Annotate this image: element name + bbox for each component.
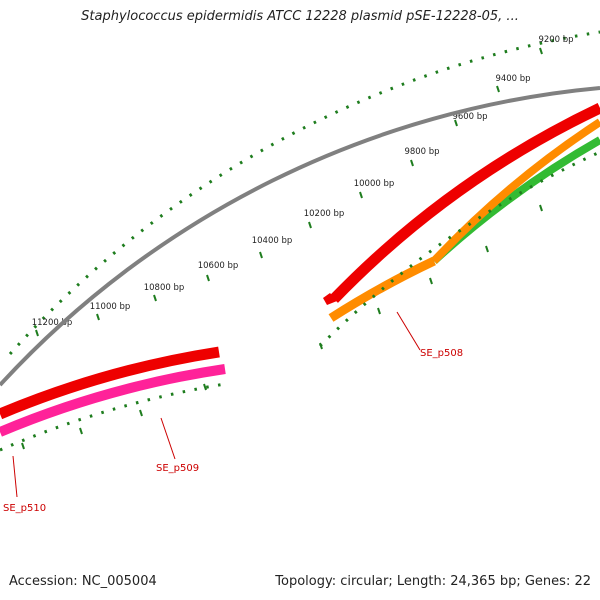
gene-label-leaders bbox=[12, 311, 421, 498]
major-tick bbox=[259, 251, 263, 259]
accession-text: Accession: NC_005004 bbox=[9, 574, 157, 589]
map-summary-text: Topology: circular; Length: 24,365 bp; G… bbox=[275, 574, 591, 589]
inner-major-ticks bbox=[21, 204, 543, 450]
major-tick bbox=[410, 159, 414, 167]
major-tick bbox=[539, 47, 543, 55]
gene-label: SE_p510 bbox=[3, 503, 46, 514]
inner-tick-ring bbox=[0, 150, 600, 452]
tick-label: 10000 bp bbox=[354, 179, 395, 189]
leader-se-p510 bbox=[12, 455, 18, 498]
major-tick bbox=[206, 274, 210, 282]
reverse-strand-genes bbox=[0, 118, 600, 437]
gene-orange-tail bbox=[431, 118, 600, 264]
inner-major-tick bbox=[429, 277, 433, 285]
outer-tick-dots bbox=[8, 30, 600, 355]
gene-label: SE_p508 bbox=[420, 348, 463, 359]
tick-label: 10400 bp bbox=[252, 236, 293, 246]
inner-tick-dots-right bbox=[318, 150, 600, 348]
major-tick bbox=[496, 85, 500, 93]
major-tick bbox=[153, 294, 157, 302]
gene-red-arrowhead bbox=[323, 293, 337, 305]
tick-label: 9600 bp bbox=[452, 112, 487, 122]
outer-tick-ring: 9200 bp 9400 bp 9600 bp 9800 bp 10000 bp 1020… bbox=[8, 30, 600, 355]
tick-label: 9800 bp bbox=[404, 147, 439, 157]
inner-major-tick bbox=[377, 307, 381, 315]
major-tick bbox=[308, 221, 312, 229]
backbone-circle bbox=[0, 86, 600, 387]
forward-strand-genes bbox=[0, 103, 600, 420]
tick-label: 10600 bp bbox=[198, 261, 239, 271]
major-ticks bbox=[35, 47, 543, 337]
inner-major-tick bbox=[79, 427, 83, 435]
map-title: Staphylococcus epidermidis ATCC 12228 pl… bbox=[81, 9, 519, 24]
leader-se-p509 bbox=[160, 417, 176, 460]
major-tick bbox=[359, 191, 363, 199]
tick-label: 11000 bp bbox=[90, 302, 131, 312]
inner-major-tick bbox=[539, 204, 543, 212]
gene-red-right bbox=[330, 103, 600, 303]
inner-major-tick bbox=[203, 383, 207, 391]
inner-major-tick bbox=[139, 409, 143, 417]
gene-label: SE_p509 bbox=[156, 463, 199, 474]
major-tick bbox=[96, 313, 100, 321]
tick-label: 11200 bp bbox=[32, 318, 73, 328]
gene-pink bbox=[0, 364, 226, 437]
tick-label: 9200 bp bbox=[538, 35, 573, 45]
leader-se-p508 bbox=[396, 311, 421, 351]
inner-major-tick bbox=[485, 245, 489, 253]
tick-labels: 9200 bp 9400 bp 9600 bp 9800 bp 10000 bp 1020… bbox=[32, 35, 574, 328]
major-tick bbox=[35, 329, 39, 337]
tick-label: 9400 bp bbox=[495, 74, 530, 84]
gene-red-left bbox=[0, 346, 220, 420]
major-tick bbox=[454, 119, 458, 127]
inner-major-tick bbox=[21, 442, 25, 450]
inner-major-tick bbox=[319, 342, 323, 350]
tick-label: 10200 bp bbox=[304, 209, 345, 219]
tick-label: 10800 bp bbox=[144, 283, 185, 293]
gene-labels: SE_p508 SE_p509 SE_p510 bbox=[3, 348, 463, 514]
